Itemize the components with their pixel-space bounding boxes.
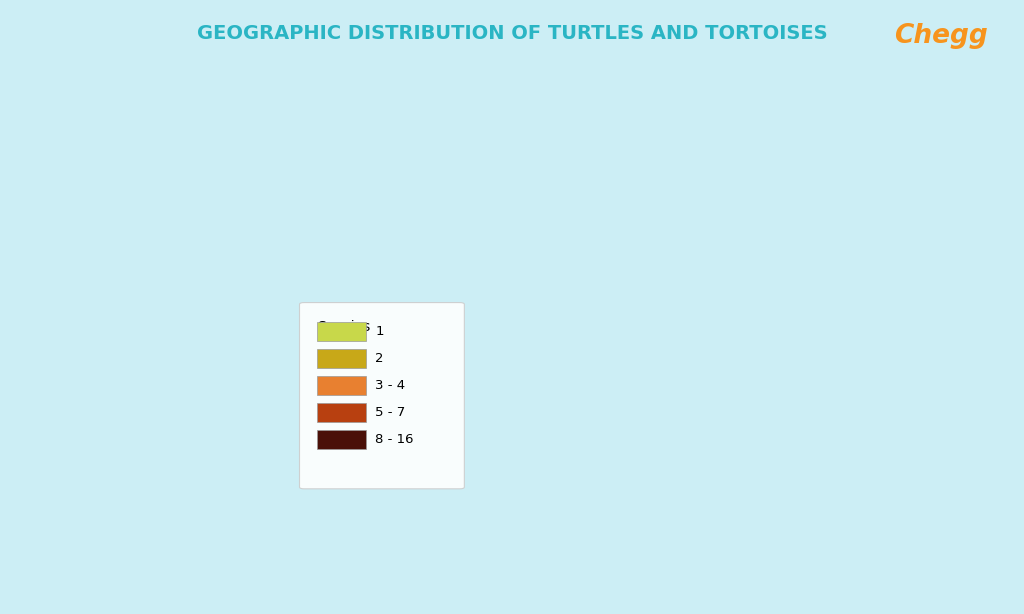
- FancyBboxPatch shape: [299, 303, 464, 489]
- Text: 1: 1: [375, 325, 384, 338]
- Bar: [317, 376, 367, 395]
- Bar: [317, 322, 367, 341]
- Bar: [317, 403, 367, 422]
- Bar: [317, 430, 367, 449]
- Bar: [317, 349, 367, 368]
- Text: 3 - 4: 3 - 4: [375, 379, 406, 392]
- Text: 8 - 16: 8 - 16: [375, 433, 414, 446]
- Text: GEOGRAPHIC DISTRIBUTION OF TURTLES AND TORTOISES: GEOGRAPHIC DISTRIBUTION OF TURTLES AND T…: [197, 25, 827, 43]
- Text: 5 - 7: 5 - 7: [375, 406, 406, 419]
- Text: Chegg: Chegg: [894, 23, 988, 49]
- Text: 2: 2: [375, 352, 384, 365]
- Text: Species: Species: [317, 320, 371, 334]
